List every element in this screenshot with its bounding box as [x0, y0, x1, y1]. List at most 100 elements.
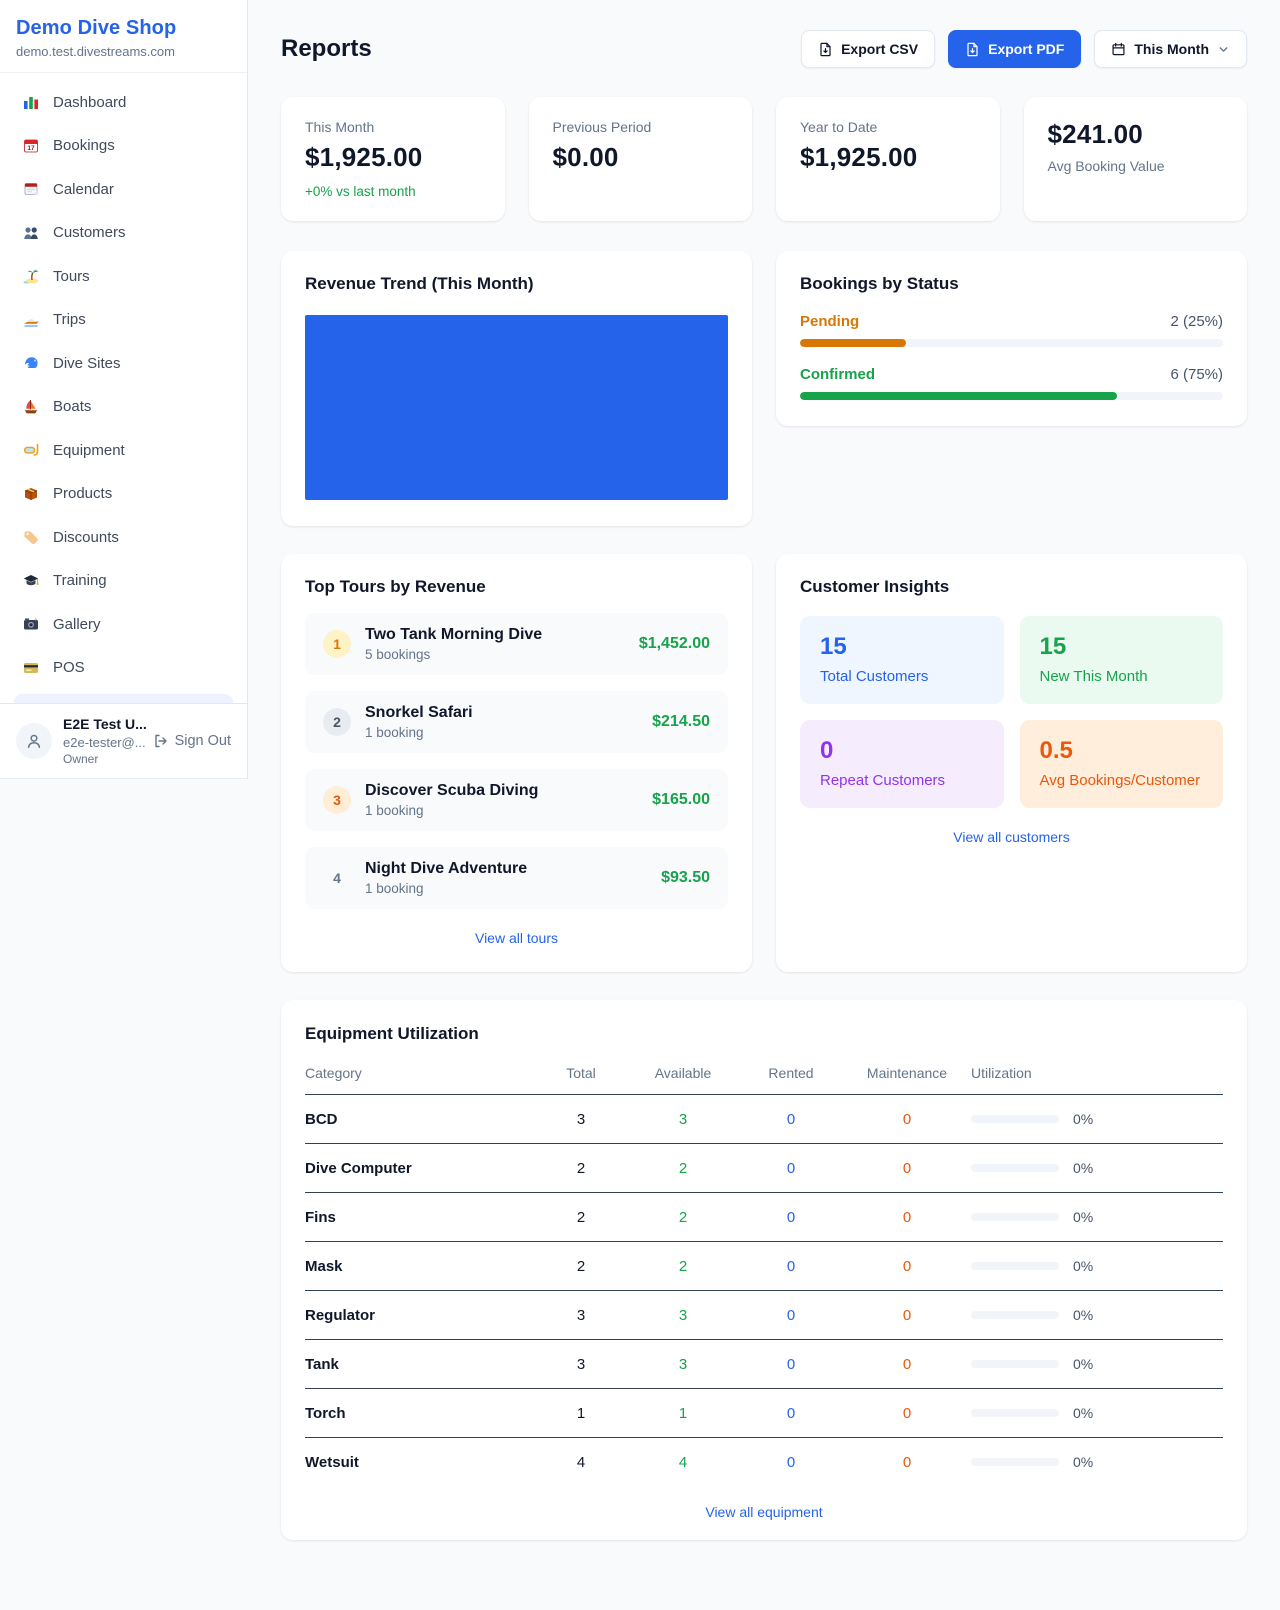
insight-label: Avg Bookings/Customer — [1039, 772, 1201, 789]
utilization-bar — [971, 1213, 1059, 1221]
cell-total: 1 — [535, 1388, 627, 1438]
sidebar: Demo Dive Shop demo.test.divestreams.com… — [0, 0, 248, 779]
tour-row[interactable]: 2 Snorkel Safari 1 booking $214.50 — [305, 691, 728, 753]
sign-out-label: Sign Out — [174, 733, 231, 750]
utilization-percent: 0% — [1073, 1307, 1094, 1323]
cell-available: 2 — [627, 1143, 739, 1193]
stat-value: $1,925.00 — [800, 142, 918, 172]
status-label: Confirmed — [800, 366, 875, 383]
credit-card-icon — [22, 659, 40, 677]
cell-available: 2 — [627, 1241, 739, 1291]
utilization-percent: 0% — [1073, 1160, 1094, 1176]
customer-insights-card: Customer Insights 15 Total Customers 15 … — [776, 554, 1247, 972]
sign-out-icon — [154, 735, 167, 748]
status-count: 2 (25%) — [1170, 313, 1223, 330]
people-icon — [22, 224, 40, 242]
sidebar-item-pos[interactable]: POS — [12, 651, 235, 685]
insight-avg-bookings: 0.5 Avg Bookings/Customer — [1019, 720, 1223, 808]
cell-available: 4 — [678, 1453, 688, 1471]
sidebar-item-label: Tours — [53, 267, 90, 285]
stat-value: $1,925.00 — [305, 142, 423, 172]
cell-category: Mask — [305, 1241, 535, 1291]
utilization-bar — [971, 1360, 1059, 1368]
sidebar-item-customers[interactable]: Customers — [12, 216, 235, 250]
stat-value: $241.00 — [1047, 119, 1143, 149]
view-all-tours-link[interactable]: View all tours — [474, 930, 558, 946]
rank-badge: 1 — [323, 630, 351, 658]
utilization-bar — [971, 1311, 1059, 1319]
table-row: Fins 2 2 0 0 0% — [305, 1192, 1223, 1242]
tour-revenue: $1,452.00 — [638, 635, 710, 652]
tour-row[interactable]: 1 Two Tank Morning Dive 5 bookings $1,452… — [305, 613, 728, 675]
cell-rented: 0 — [739, 1339, 843, 1389]
sidebar-item-equipment[interactable]: Equipment — [12, 433, 235, 467]
sidebar-item-boats[interactable]: Boats — [12, 390, 235, 424]
sidebar-item-gallery[interactable]: Gallery — [12, 607, 235, 641]
insight-value: 0.5 — [1039, 737, 1073, 764]
cell-rented: 0 — [739, 1192, 843, 1242]
sidebar-item-training[interactable]: Training — [12, 564, 235, 598]
tour-bookings: 1 booking — [365, 881, 424, 896]
wave-icon — [22, 354, 40, 372]
cell-category: Wetsuit — [305, 1453, 359, 1471]
col-available: Available — [627, 1059, 739, 1095]
graduation-cap-icon — [22, 572, 40, 590]
view-all-customers-link[interactable]: View all customers — [953, 829, 1070, 845]
export-pdf-button[interactable]: Export PDF — [948, 30, 1082, 68]
user-info: E2E Test U... e2e-tester@... Owner — [63, 715, 147, 768]
sign-out-button[interactable]: Sign Out — [153, 733, 231, 749]
col-rented: Rented — [739, 1059, 843, 1095]
col-utilization: Utilization — [971, 1059, 1223, 1095]
cell-rented: 0 — [739, 1388, 843, 1438]
utilization-percent: 0% — [1073, 1454, 1094, 1470]
sidebar-item-label: Trips — [53, 311, 86, 328]
stat-avg-booking-value: $241.00 Avg Booking Value — [1023, 97, 1247, 221]
table-row: Wetsuit 4 4 0 0 0% — [305, 1438, 1223, 1487]
status-bar-track — [800, 392, 1223, 400]
insight-label: New This Month — [1039, 668, 1148, 685]
view-all-equipment-link[interactable]: View all equipment — [705, 1504, 823, 1520]
sidebar-item-trips[interactable]: Trips — [12, 303, 235, 337]
file-download-icon — [820, 42, 831, 56]
insight-grid: 15 Total Customers 15 New This Month 0 R… — [800, 616, 1223, 808]
utilization-percent: 0% — [1073, 1111, 1094, 1127]
table-row: Dive Computer 2 2 0 0 0% — [305, 1143, 1223, 1193]
bookings-by-status-card: Bookings by Status Pending 2 (25%) Confi… — [776, 251, 1247, 426]
tour-row[interactable]: 3 Discover Scuba Diving 1 booking $165.00 — [305, 769, 728, 831]
insight-value: 15 — [1039, 633, 1067, 660]
sidebar-item-label: Dashboard — [53, 93, 127, 111]
sidebar-item-label: Discounts — [53, 528, 119, 546]
cell-available: 3 — [627, 1094, 739, 1144]
sidebar-item-bookings[interactable]: 17 Bookings — [12, 129, 235, 163]
utilization-percent: 0% — [1073, 1405, 1094, 1421]
stat-label: Avg Booking Value — [1047, 158, 1165, 174]
tour-bookings: 1 booking — [365, 725, 424, 740]
export-csv-label: Export CSV — [841, 41, 919, 57]
col-category: Category — [305, 1059, 535, 1095]
sidebar-item-products[interactable]: Products — [12, 477, 235, 511]
equipment-utilization-card: Equipment Utilization Category Total Ava… — [281, 1000, 1247, 1540]
sidebar-item-reports-partial[interactable] — [14, 694, 233, 703]
stat-label: Previous Period — [552, 119, 652, 135]
sidebar-item-dashboard[interactable]: Dashboard — [12, 85, 235, 119]
shop-name[interactable]: Demo Dive Shop — [16, 17, 177, 39]
revenue-trend-card: Revenue Trend (This Month) — [281, 251, 752, 526]
export-csv-button[interactable]: Export CSV — [801, 30, 936, 68]
insight-value: 0 — [820, 737, 834, 764]
tour-bookings: 1 booking — [365, 803, 424, 818]
sidebar-item-label: Customers — [53, 224, 126, 241]
insight-repeat-customers: 0 Repeat Customers — [800, 720, 1004, 808]
cell-maintenance: 0 — [843, 1192, 971, 1242]
rank-badge: 3 — [323, 786, 351, 814]
tour-revenue: $93.50 — [661, 869, 710, 886]
avatar — [16, 723, 52, 760]
utilization-bar — [971, 1115, 1059, 1123]
main-content: Reports Export CSV Export PDF This Month… — [248, 0, 1280, 1566]
sidebar-item-dive-sites[interactable]: Dive Sites — [12, 346, 235, 380]
tour-bookings: 5 bookings — [365, 647, 431, 662]
sidebar-item-tours[interactable]: Tours — [12, 259, 235, 293]
sidebar-item-discounts[interactable]: Discounts — [12, 520, 235, 554]
tour-row[interactable]: 4 Night Dive Adventure 1 booking $93.50 — [305, 847, 728, 909]
sidebar-item-calendar[interactable]: Calendar — [12, 172, 235, 206]
period-dropdown[interactable]: This Month — [1094, 30, 1247, 68]
